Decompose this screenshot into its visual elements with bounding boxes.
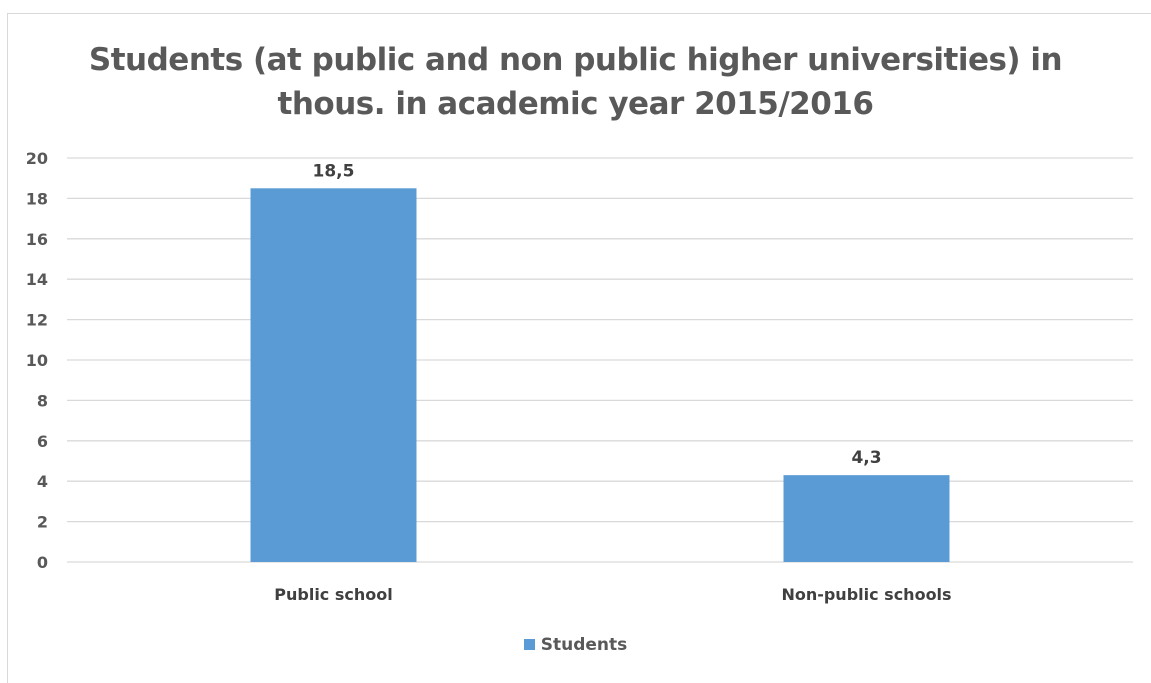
y-tick-label: 2	[37, 513, 48, 532]
y-tick-label: 16	[26, 230, 48, 249]
data-labels: 18,5 4,3	[313, 161, 882, 468]
legend-swatch	[523, 639, 535, 650]
bars	[250, 188, 950, 563]
y-tick-label: 8	[37, 391, 48, 410]
y-axis-ticks: 0 2 4 6 8 10 12 14 16 18 20	[26, 149, 48, 572]
y-tick-label: 12	[26, 311, 48, 330]
x-category-label: Public school	[274, 585, 392, 604]
chart-title: Students (at public and non public highe…	[0, 38, 1151, 126]
chart-area	[7, 13, 1151, 683]
data-label: 18,5	[313, 161, 355, 181]
bar	[783, 475, 950, 562]
y-tick-label: 20	[26, 149, 48, 168]
x-axis-categories: Public school Non-public schools	[274, 585, 951, 604]
y-tick-label: 18	[26, 189, 48, 208]
bar	[250, 188, 417, 563]
y-tick-label: 6	[37, 432, 48, 451]
y-tick-label: 4	[37, 472, 48, 491]
data-label: 4,3	[851, 448, 881, 468]
chart-title-line-1: Students (at public and non public highe…	[88, 42, 1063, 78]
chart-title-line-2: thous. in academic year 2015/2016	[277, 86, 874, 122]
y-tick-label: 0	[37, 553, 48, 572]
gridlines	[67, 157, 1133, 563]
legend-label: Students	[540, 635, 628, 655]
x-category-label: Non-public schools	[781, 585, 951, 604]
y-tick-label: 10	[26, 351, 48, 370]
y-tick-label: 14	[26, 270, 48, 289]
legend: Students	[0, 635, 1151, 655]
